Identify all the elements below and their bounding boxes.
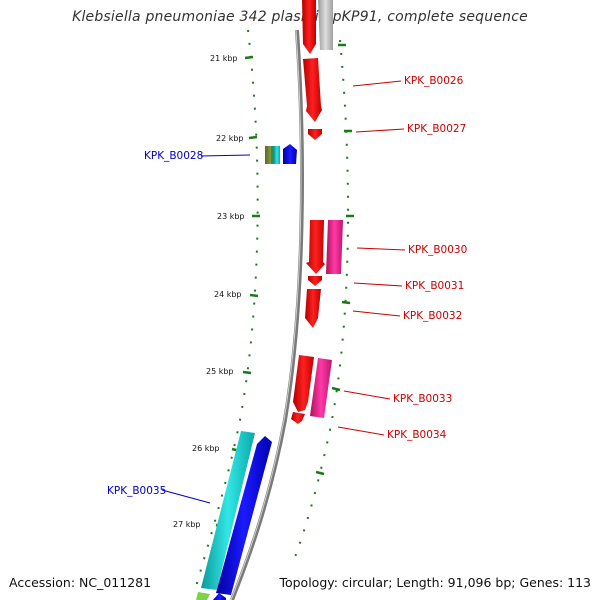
gene-arrow-kpk-b0031[interactable] bbox=[308, 276, 322, 286]
scale-tick bbox=[248, 135, 258, 140]
gc-track-outer bbox=[291, 39, 349, 566]
gene-arrow-kpk-b0028[interactable] bbox=[283, 144, 297, 164]
gene-block-bottom-blue[interactable] bbox=[213, 593, 226, 600]
gene-arrow-kpk-b0026[interactable] bbox=[303, 58, 322, 122]
leader-kpk-b0026 bbox=[352, 80, 402, 87]
forward-genes bbox=[291, 0, 343, 424]
gene-arrow-top-grey[interactable] bbox=[318, 0, 333, 50]
map-title: Klebsiella pneumoniae 342 plasmid pKP91,… bbox=[72, 9, 528, 25]
scale-tick bbox=[244, 55, 254, 60]
backbone-highlight bbox=[230, 29, 302, 600]
leader-kpk-b0034 bbox=[337, 426, 385, 436]
gene-arrow-top-red[interactable] bbox=[302, 0, 316, 54]
gene-arrow-kpk-b0027[interactable] bbox=[308, 129, 322, 140]
gene-label-kpk-b0033[interactable]: KPK_B0033 bbox=[393, 393, 452, 405]
gene-arrow-kpk-b0034[interactable] bbox=[291, 412, 305, 424]
scale-label: 23 kbp bbox=[217, 212, 245, 221]
scale-tick bbox=[249, 293, 259, 298]
gene-arrow-kpk-b0030-a[interactable] bbox=[306, 220, 325, 274]
gene-label-kpk-b0032[interactable]: KPK_B0032 bbox=[403, 310, 462, 322]
scale-label: 21 kbp bbox=[210, 54, 238, 63]
gene-label-kpk-b0028[interactable]: KPK_B0028 bbox=[144, 150, 203, 162]
gene-labels: KPK_B0026 KPK_B0027 KPK_B0028 KPK_B0030 … bbox=[107, 75, 467, 497]
gene-label-kpk-b0027[interactable]: KPK_B0027 bbox=[407, 123, 466, 135]
leader-kpk-b0035 bbox=[161, 489, 211, 504]
scale-tick bbox=[331, 386, 341, 392]
gene-arrow-kpk-b0035-blue[interactable] bbox=[216, 436, 272, 595]
scale-label: 26 kbp bbox=[192, 444, 220, 453]
backbone-outer bbox=[230, 29, 304, 600]
gene-block-kpk-b0028-cyan[interactable] bbox=[274, 146, 280, 164]
gene-label-kpk-b0031[interactable]: KPK_B0031 bbox=[405, 280, 464, 292]
scale-label: 24 kbp bbox=[214, 290, 242, 299]
leader-kpk-b0028 bbox=[200, 154, 251, 157]
scale-tick bbox=[242, 370, 252, 375]
gene-block-kpk-b0028-green[interactable] bbox=[271, 146, 274, 164]
gene-block-bottom-lime[interactable] bbox=[196, 592, 210, 600]
scale-label: 22 kbp bbox=[216, 134, 244, 143]
topology-summary: Topology: circular; Length: 91,096 bp; G… bbox=[279, 575, 591, 590]
scale-label: 25 kbp bbox=[206, 367, 234, 376]
scale-label: 27 kbp bbox=[173, 520, 201, 529]
gene-block-kpk-b0028-olive[interactable] bbox=[265, 146, 271, 164]
gene-arrow-kpk-b0032[interactable] bbox=[305, 289, 321, 328]
accession-label: Accession: NC_011281 bbox=[9, 575, 152, 590]
gene-arrow-kpk-b0033-a[interactable] bbox=[293, 355, 314, 412]
leader-kpk-b0027 bbox=[355, 128, 405, 133]
gene-label-kpk-b0030[interactable]: KPK_B0030 bbox=[408, 244, 467, 256]
label-leaders bbox=[161, 80, 406, 504]
gene-label-kpk-b0035[interactable]: KPK_B0035 bbox=[107, 485, 166, 497]
leader-kpk-b0033 bbox=[343, 390, 391, 400]
reverse-genes bbox=[196, 144, 297, 600]
scale-tick bbox=[315, 470, 325, 476]
gene-label-kpk-b0026[interactable]: KPK_B0026 bbox=[404, 75, 464, 87]
gene-arrow-kpk-b0033-b[interactable] bbox=[310, 358, 332, 418]
scale-labels: 21 kbp 22 kbp 23 kbp 24 kbp 25 kbp 26 kb… bbox=[173, 54, 245, 529]
scale-tick bbox=[341, 300, 351, 305]
gene-arrow-kpk-b0035-cyan[interactable] bbox=[201, 431, 255, 590]
gene-arrow-kpk-b0030-b[interactable] bbox=[326, 220, 343, 274]
leader-kpk-b0032 bbox=[352, 310, 401, 317]
gene-label-kpk-b0034[interactable]: KPK_B0034 bbox=[387, 429, 447, 441]
leader-kpk-b0031 bbox=[353, 282, 403, 287]
leader-kpk-b0030 bbox=[356, 247, 406, 251]
